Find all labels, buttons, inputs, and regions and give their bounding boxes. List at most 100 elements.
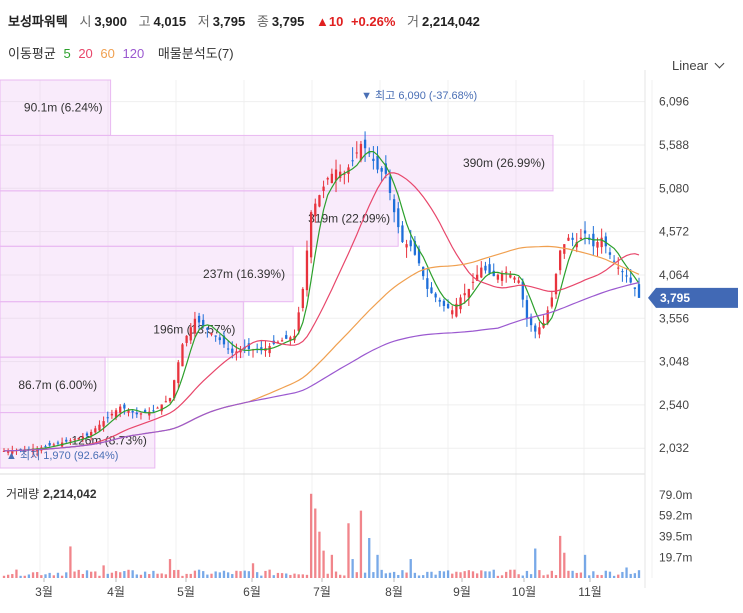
- y-tick-label: 3,048: [659, 355, 689, 369]
- volume-bar: [546, 574, 549, 578]
- candle-body: [579, 237, 583, 239]
- ma60-label[interactable]: 60: [100, 46, 115, 61]
- candle-body: [326, 178, 329, 180]
- volume-bar: [114, 571, 118, 578]
- close-value: 3,795: [271, 14, 305, 29]
- candle-body: [608, 252, 612, 255]
- volume-bar: [231, 574, 234, 578]
- volume-bar: [309, 493, 313, 578]
- volume-bar: [276, 572, 280, 578]
- candle-body: [488, 264, 491, 274]
- volume-bar: [60, 575, 64, 578]
- volume-bar: [334, 571, 338, 578]
- volume-bar: [417, 575, 421, 578]
- volume-bar: [260, 575, 263, 578]
- volume-tick-label: 79.0m: [659, 488, 692, 502]
- volume-bar: [525, 570, 529, 578]
- volume-bar: [633, 573, 637, 578]
- ma120-label[interactable]: 120: [122, 46, 145, 61]
- volume-bar: [285, 573, 288, 578]
- volume-bar: [538, 570, 541, 578]
- volume-profile-bar: [0, 190, 399, 247]
- volume-bar: [19, 575, 22, 578]
- volume-bar: [529, 574, 533, 578]
- candle-body: [11, 450, 14, 454]
- scale-label: Linear: [672, 58, 709, 73]
- ma-legend: 이동평균 5 20 60 120 매물분석도(7): [8, 43, 238, 62]
- volume-bar: [426, 571, 429, 578]
- volume-bar: [119, 572, 122, 578]
- candle-body: [596, 242, 599, 248]
- volume-bar: [579, 572, 583, 578]
- candle-body: [181, 344, 184, 367]
- volume-bar: [222, 570, 226, 578]
- volume-bar: [575, 572, 578, 578]
- candle-body: [123, 404, 126, 409]
- volume-bar: [69, 546, 72, 578]
- candle-body: [558, 250, 562, 271]
- volume-bar: [106, 573, 109, 578]
- volume-bar: [517, 574, 520, 578]
- volume-bar: [135, 574, 138, 578]
- candle-body: [446, 303, 450, 309]
- high-annotation: ▼ 최고 6,090 (-37.68%): [361, 89, 477, 102]
- volume-bar: [251, 563, 255, 578]
- volume-profile-label: 319m (22.09%): [308, 212, 390, 226]
- volume-bar: [621, 571, 624, 578]
- candle-body: [604, 236, 607, 247]
- volume-bar: [451, 573, 454, 578]
- candle-body: [554, 274, 558, 295]
- close-label: 종: [256, 14, 269, 29]
- volume-profile-label: 86.7m (6.00%): [18, 378, 97, 392]
- candle-body: [484, 265, 487, 271]
- ma20-label[interactable]: 20: [78, 46, 93, 61]
- candle-body: [355, 152, 358, 154]
- ma5-label[interactable]: 5: [63, 46, 71, 61]
- candle-body: [285, 335, 288, 339]
- low-label: 저: [197, 14, 210, 29]
- volume-bar: [77, 569, 80, 578]
- volume-bar: [637, 570, 641, 578]
- candle-body: [135, 412, 138, 415]
- volume-bar: [2, 575, 6, 578]
- volume-bar: [617, 574, 620, 578]
- volume-label: 거: [407, 14, 420, 29]
- volume-bar: [52, 575, 55, 578]
- volume-bar: [434, 574, 437, 578]
- x-tick-label: 5월: [177, 585, 195, 599]
- volume-bar: [280, 573, 284, 578]
- volume-bar: [446, 570, 450, 578]
- candle-body: [509, 274, 512, 278]
- volume-bar: [330, 554, 334, 578]
- volume-bar: [206, 574, 209, 578]
- scale-selector[interactable]: Linear: [672, 58, 725, 73]
- volume-profile-label: 390m (26.99%): [463, 156, 545, 170]
- candle-body: [401, 225, 404, 243]
- candle-body: [90, 431, 93, 436]
- x-tick-label: 3월: [35, 585, 53, 599]
- y-tick-label: 2,032: [659, 441, 689, 455]
- candle-body: [343, 173, 346, 175]
- volume-bar: [40, 575, 43, 578]
- volume-bar: [65, 572, 68, 578]
- volume-bar: [588, 575, 591, 578]
- candle-body: [127, 410, 130, 413]
- candle-body: [85, 433, 89, 436]
- candle-body: [368, 152, 371, 154]
- volume-bar: [505, 571, 508, 578]
- volume-profile-toggle[interactable]: 매물분석도(7): [157, 46, 234, 61]
- candle-body: [193, 318, 197, 334]
- candle-body: [575, 242, 578, 248]
- candle-body: [139, 413, 143, 415]
- volume-bar: [513, 569, 516, 578]
- volume-bar: [189, 573, 192, 578]
- volume-bar: [612, 575, 616, 578]
- volume-bar: [608, 571, 612, 578]
- volume-bar: [413, 572, 417, 578]
- candle-body: [235, 351, 238, 354]
- candle-body: [475, 274, 479, 281]
- volume-bar: [521, 575, 524, 578]
- candle-body: [363, 139, 367, 149]
- candle-body: [617, 267, 620, 269]
